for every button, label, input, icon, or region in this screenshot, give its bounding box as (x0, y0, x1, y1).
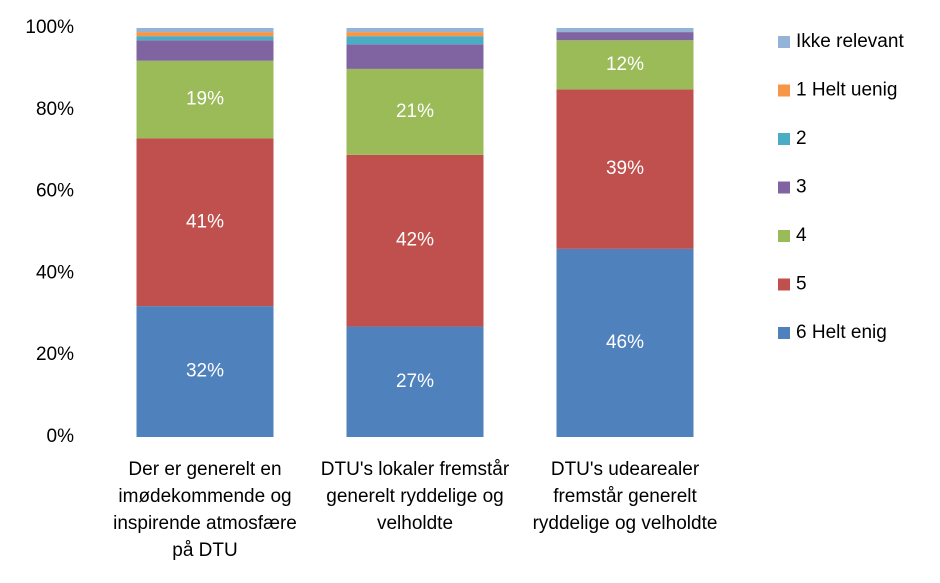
y-tick-label: 80% (36, 99, 74, 120)
y-tick-label: 20% (36, 344, 74, 365)
legend-swatch (778, 36, 790, 48)
x-tick-label: DTU's udearealer fremstår generelt rydde… (532, 459, 718, 534)
bar-segment (346, 154, 484, 327)
y-tick-label: 40% (36, 262, 74, 283)
data-label: 39% (606, 158, 644, 179)
bar-segment (556, 89, 694, 249)
bar-segment (346, 326, 484, 437)
data-label: 27% (396, 371, 434, 392)
legend-label: 2 (796, 128, 807, 149)
y-tick-label: 0% (47, 426, 75, 447)
bar-segment (136, 32, 274, 37)
data-label: 42% (396, 230, 434, 251)
legend-swatch (778, 84, 790, 97)
data-label: 46% (606, 332, 644, 353)
y-tick-label: 100% (25, 17, 74, 38)
legend-swatch (778, 278, 790, 291)
bar-segment (136, 138, 274, 307)
bar-segment (556, 28, 694, 33)
data-label: 21% (396, 101, 434, 122)
bar-segment (346, 44, 484, 69)
legend-swatch (778, 181, 790, 194)
bar-segment (556, 248, 694, 437)
bar-segment (136, 306, 274, 437)
legend-label: 3 (796, 177, 807, 198)
x-tick-label: DTU's lokaler fremstår generelt ryddelig… (320, 459, 510, 534)
bar-segment (346, 36, 484, 45)
x-tick-label: Der er generelt en imødekommende og insp… (113, 459, 297, 561)
legend-label: 1 Helt uenig (796, 80, 897, 101)
data-label: 12% (606, 54, 644, 75)
legend-swatch (778, 230, 790, 242)
legend-swatch (778, 327, 790, 339)
bar-segment (136, 36, 274, 41)
bar-segment (136, 28, 274, 33)
legend-label: 4 (796, 225, 807, 246)
bar-segment (346, 28, 484, 33)
bar-segment (556, 40, 694, 90)
bar-segment (136, 40, 274, 61)
data-label: 41% (186, 211, 224, 232)
y-tick-label: 60% (36, 181, 74, 202)
legend-label: 6 Helt enig (796, 322, 887, 343)
bar-segment (556, 32, 694, 41)
bar-segment (346, 32, 484, 37)
legend-label: 5 (796, 274, 807, 295)
bar-segment (346, 68, 484, 155)
legend-swatch (778, 133, 790, 145)
data-label: 19% (186, 89, 224, 110)
legend-label: Ikke relevant (796, 31, 904, 52)
data-label: 32% (186, 361, 224, 382)
bar-segment (136, 60, 274, 139)
